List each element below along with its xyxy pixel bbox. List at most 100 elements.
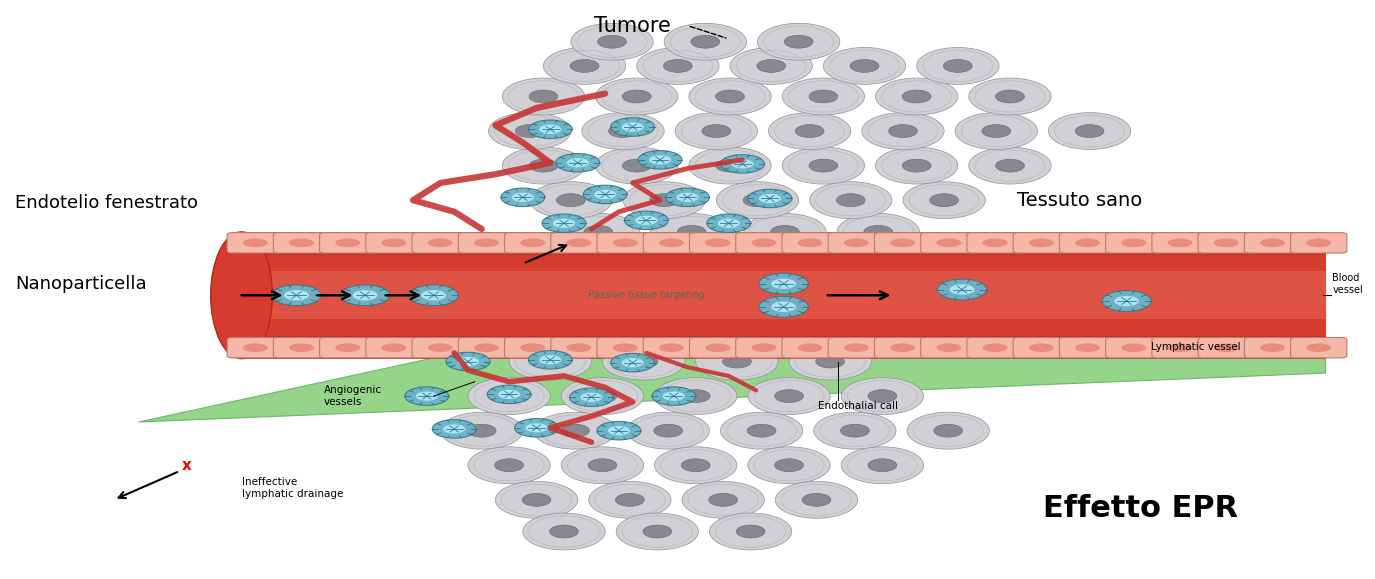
Ellipse shape [890, 239, 914, 247]
Ellipse shape [758, 23, 840, 60]
Ellipse shape [751, 239, 777, 247]
Ellipse shape [815, 355, 844, 368]
Ellipse shape [561, 378, 644, 415]
Ellipse shape [934, 424, 962, 437]
Circle shape [415, 391, 437, 401]
Ellipse shape [742, 194, 771, 207]
FancyBboxPatch shape [551, 233, 606, 253]
Circle shape [500, 188, 544, 207]
Ellipse shape [654, 424, 683, 437]
Ellipse shape [582, 112, 664, 149]
Bar [242, 232, 1326, 255]
Ellipse shape [561, 447, 644, 483]
Circle shape [514, 419, 558, 437]
Circle shape [771, 302, 796, 312]
FancyBboxPatch shape [736, 233, 792, 253]
Circle shape [1101, 291, 1151, 312]
Circle shape [597, 422, 641, 440]
Ellipse shape [571, 23, 653, 60]
Ellipse shape [842, 447, 924, 483]
Ellipse shape [808, 159, 837, 172]
Circle shape [638, 151, 682, 169]
Ellipse shape [903, 182, 986, 219]
Ellipse shape [708, 493, 737, 506]
Ellipse shape [1214, 239, 1239, 247]
FancyBboxPatch shape [1152, 338, 1209, 358]
Ellipse shape [795, 124, 824, 137]
Ellipse shape [689, 147, 771, 184]
Ellipse shape [868, 459, 896, 472]
Circle shape [512, 193, 534, 202]
FancyBboxPatch shape [644, 338, 700, 358]
FancyBboxPatch shape [505, 233, 561, 253]
Circle shape [771, 278, 796, 289]
FancyBboxPatch shape [921, 233, 978, 253]
FancyBboxPatch shape [1291, 338, 1348, 358]
Ellipse shape [744, 214, 826, 250]
Ellipse shape [943, 60, 972, 72]
Ellipse shape [210, 232, 272, 358]
Ellipse shape [440, 412, 522, 449]
Ellipse shape [902, 159, 931, 172]
Ellipse shape [837, 214, 920, 250]
Circle shape [456, 357, 478, 366]
FancyBboxPatch shape [828, 338, 884, 358]
Ellipse shape [769, 112, 851, 149]
Ellipse shape [850, 60, 879, 72]
Ellipse shape [730, 47, 813, 85]
Circle shape [718, 219, 740, 228]
FancyBboxPatch shape [274, 233, 330, 253]
Ellipse shape [243, 343, 268, 352]
FancyBboxPatch shape [319, 233, 375, 253]
Polygon shape [139, 290, 1326, 422]
Ellipse shape [381, 343, 407, 352]
Ellipse shape [654, 378, 737, 415]
Ellipse shape [836, 194, 865, 207]
Ellipse shape [682, 481, 765, 518]
Circle shape [341, 285, 389, 306]
FancyBboxPatch shape [1059, 233, 1115, 253]
Ellipse shape [1028, 239, 1053, 247]
Ellipse shape [529, 90, 558, 103]
FancyBboxPatch shape [736, 338, 792, 358]
Ellipse shape [516, 124, 544, 137]
Ellipse shape [983, 239, 1008, 247]
Bar [242, 232, 1326, 358]
Ellipse shape [782, 78, 865, 115]
Circle shape [553, 219, 575, 228]
Circle shape [569, 388, 613, 406]
Ellipse shape [1167, 343, 1192, 352]
Ellipse shape [720, 412, 803, 449]
Circle shape [732, 159, 754, 168]
Ellipse shape [495, 459, 524, 472]
FancyBboxPatch shape [967, 338, 1023, 358]
Ellipse shape [336, 343, 360, 352]
Ellipse shape [522, 513, 605, 550]
Ellipse shape [701, 124, 730, 137]
Ellipse shape [474, 343, 499, 352]
FancyBboxPatch shape [1244, 338, 1301, 358]
Ellipse shape [1167, 239, 1192, 247]
FancyBboxPatch shape [1106, 233, 1162, 253]
Ellipse shape [468, 378, 550, 415]
Circle shape [676, 193, 698, 202]
Ellipse shape [571, 60, 600, 72]
Circle shape [707, 214, 751, 232]
Ellipse shape [1048, 112, 1130, 149]
Text: Endothalial call: Endothalial call [818, 401, 898, 411]
Ellipse shape [798, 239, 822, 247]
Ellipse shape [468, 424, 496, 437]
Ellipse shape [784, 35, 813, 48]
Ellipse shape [566, 343, 591, 352]
Ellipse shape [474, 239, 499, 247]
Text: Tumore: Tumore [594, 16, 671, 36]
Ellipse shape [588, 390, 617, 402]
Circle shape [635, 216, 657, 225]
Ellipse shape [598, 35, 627, 48]
Ellipse shape [862, 112, 945, 149]
Ellipse shape [936, 343, 961, 352]
Ellipse shape [1122, 239, 1147, 247]
Circle shape [272, 285, 322, 306]
Ellipse shape [722, 355, 751, 368]
Circle shape [594, 190, 616, 199]
